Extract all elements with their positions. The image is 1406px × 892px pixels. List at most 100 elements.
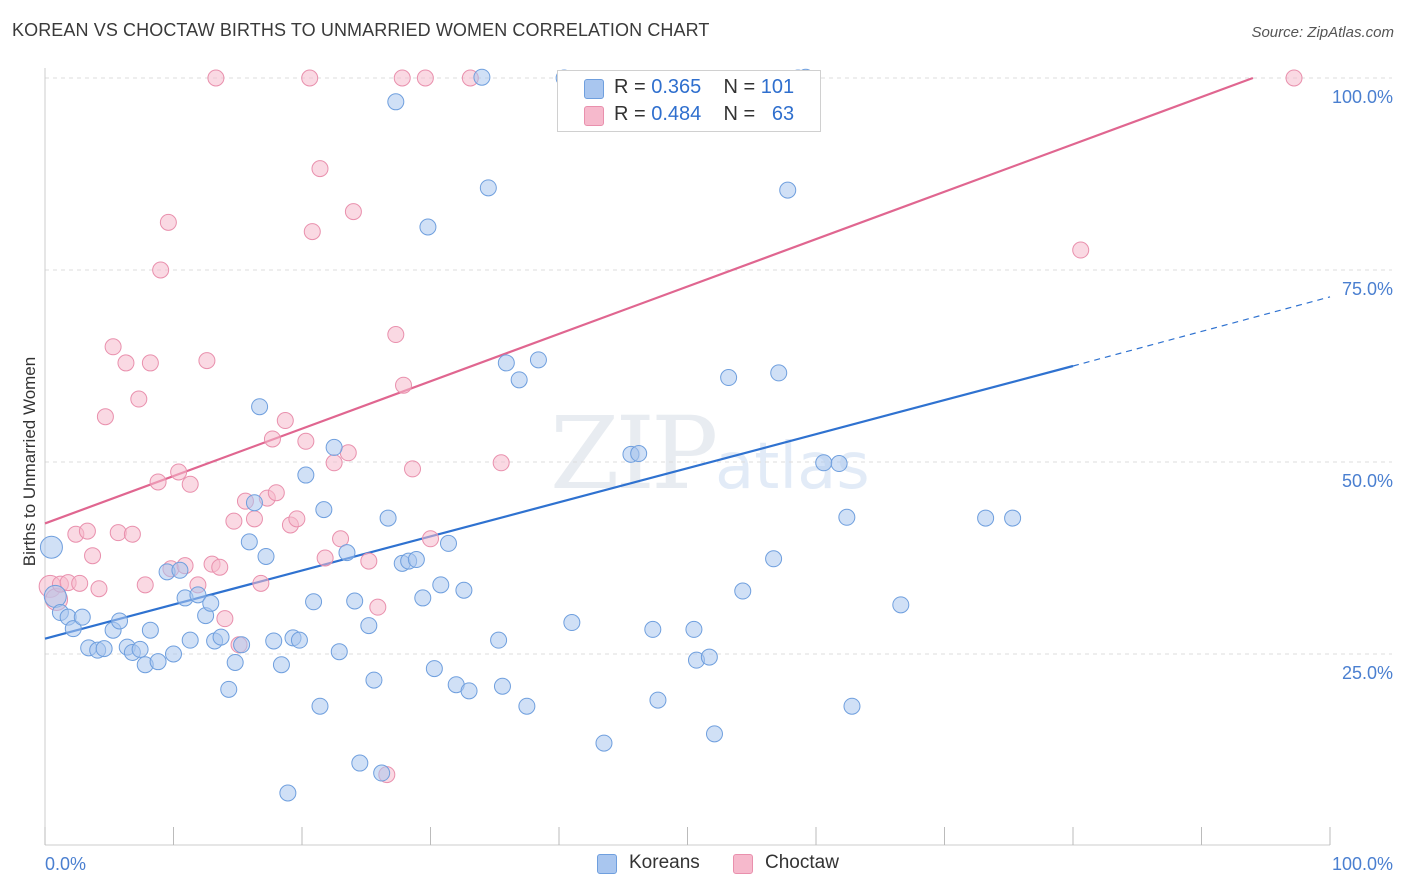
- choctaw-point-62: [1285, 69, 1303, 87]
- n-label: N =: [723, 103, 756, 125]
- n-label: N =: [723, 76, 756, 98]
- korean-point-85: [765, 550, 783, 568]
- korean-point-71: [529, 351, 547, 369]
- korean-point-15: [141, 621, 159, 639]
- korean-point-33: [257, 547, 275, 565]
- r-value: 0.365: [651, 76, 702, 98]
- korean-point-0: [39, 535, 63, 559]
- chart-title: KOREAN VS CHOCTAW BIRTHS TO UNMARRIED WO…: [12, 20, 710, 40]
- korean-point-26: [212, 628, 230, 646]
- korean-point-94: [892, 596, 910, 614]
- choctaw-point-40: [297, 432, 315, 450]
- r-label: R =: [614, 103, 646, 125]
- chart-source: Source: ZipAtlas.com: [1251, 24, 1394, 41]
- y-tick-label: 50.0%: [1342, 471, 1393, 491]
- choctaw-point-49: [369, 598, 387, 616]
- choctaw-point-10: [104, 338, 122, 356]
- korean-point-84: [734, 582, 752, 600]
- korean-point-92: [838, 508, 856, 526]
- korean-point-36: [279, 784, 297, 802]
- korean-point-91: [830, 455, 848, 473]
- choctaw-point-21: [170, 463, 188, 481]
- choctaw-point-6: [78, 522, 96, 540]
- r-value: 0.484: [651, 103, 702, 125]
- legend-label: Koreans: [629, 852, 700, 873]
- korean-point-65: [479, 179, 497, 197]
- choctaw-swatch: [733, 854, 753, 874]
- korean-point-44: [330, 643, 348, 661]
- n-value: 63: [771, 103, 795, 125]
- choctaw-point-17: [149, 473, 167, 491]
- choctaw-point-39: [288, 510, 306, 528]
- korean-point-87: [779, 181, 797, 199]
- korean-point-90: [815, 454, 833, 472]
- korean-point-10: [111, 612, 129, 630]
- choctaw-point-32: [245, 510, 263, 528]
- choctaw-point-57: [393, 69, 411, 87]
- choctaw-point-35: [263, 430, 281, 448]
- korean-point-21: [181, 631, 199, 649]
- korean-point-49: [365, 671, 383, 689]
- korean-point-42: [315, 501, 333, 519]
- korean-point-95: [977, 509, 995, 527]
- x-tick-label-min: 0.0%: [45, 854, 86, 874]
- choctaw-point-18: [152, 261, 170, 279]
- choctaw-point-53: [404, 460, 422, 478]
- korean-point-78: [649, 691, 667, 709]
- korean-point-57: [419, 218, 437, 236]
- korean-point-19: [171, 561, 189, 579]
- korean-point-86: [770, 364, 788, 382]
- choctaw-point-5: [71, 574, 89, 592]
- axis-layer: [44, 68, 1331, 846]
- choctaw-point-48: [360, 552, 378, 570]
- korean-point-22: [189, 586, 207, 604]
- choctaw-point-23: [181, 475, 199, 493]
- korean-point-5: [73, 608, 91, 626]
- y-axis-title: Births to Unmarried Women: [20, 357, 39, 566]
- korean-trend-extension: [1072, 296, 1331, 367]
- choctaw-point-27: [211, 558, 229, 576]
- choctaw-point-9: [96, 408, 114, 426]
- korean-point-74: [595, 734, 613, 752]
- choctaw-point-51: [387, 326, 405, 344]
- choctaw-point-55: [492, 454, 510, 472]
- choctaw-point-43: [316, 549, 334, 567]
- choctaw-point-7: [84, 547, 102, 565]
- korean-point-56: [414, 589, 432, 607]
- choctaw-point-25: [198, 352, 216, 370]
- choctaw-point-33: [252, 574, 270, 592]
- grid-layer: [45, 77, 1392, 655]
- y-tick-label: 25.0%: [1342, 663, 1393, 683]
- korean-point-31: [245, 494, 263, 512]
- choctaw-point-15: [136, 576, 154, 594]
- korean-point-13: [131, 640, 149, 658]
- choctaw-point-29: [225, 512, 243, 530]
- korean-point-79: [685, 620, 703, 638]
- korean-point-69: [510, 371, 528, 389]
- korean-point-64: [473, 68, 491, 86]
- korean-point-51: [379, 509, 397, 527]
- korean-point-76: [630, 445, 648, 463]
- korean-point-27: [220, 680, 238, 698]
- korean-point-24: [202, 594, 220, 612]
- korean-point-18: [165, 645, 182, 663]
- korean-point-1: [43, 584, 67, 608]
- label-layer: 25.0% 50.0% 75.0% 100.0% 0.0% 100.0% Births to…: [20, 87, 1393, 874]
- choctaw-trend-line: [44, 76, 1254, 525]
- korean-point-38: [290, 631, 308, 649]
- choctaw-point-11: [109, 524, 127, 542]
- choctaw-point-45: [332, 530, 350, 548]
- korean-point-63: [460, 682, 478, 700]
- series-legend: Koreans Choctaw: [0, 852, 1406, 878]
- r-label: R =: [614, 76, 646, 98]
- trend-layer: [44, 76, 1331, 640]
- korean-trend-line: [44, 364, 1074, 640]
- choctaw-point-60: [301, 69, 319, 87]
- choctaw-swatch: [584, 106, 604, 126]
- korean-point-41: [311, 697, 329, 715]
- choctaw-point-54: [422, 530, 439, 548]
- choctaw-point-47: [344, 203, 362, 221]
- korean-point-60: [439, 534, 457, 552]
- korean-point-93: [843, 697, 861, 715]
